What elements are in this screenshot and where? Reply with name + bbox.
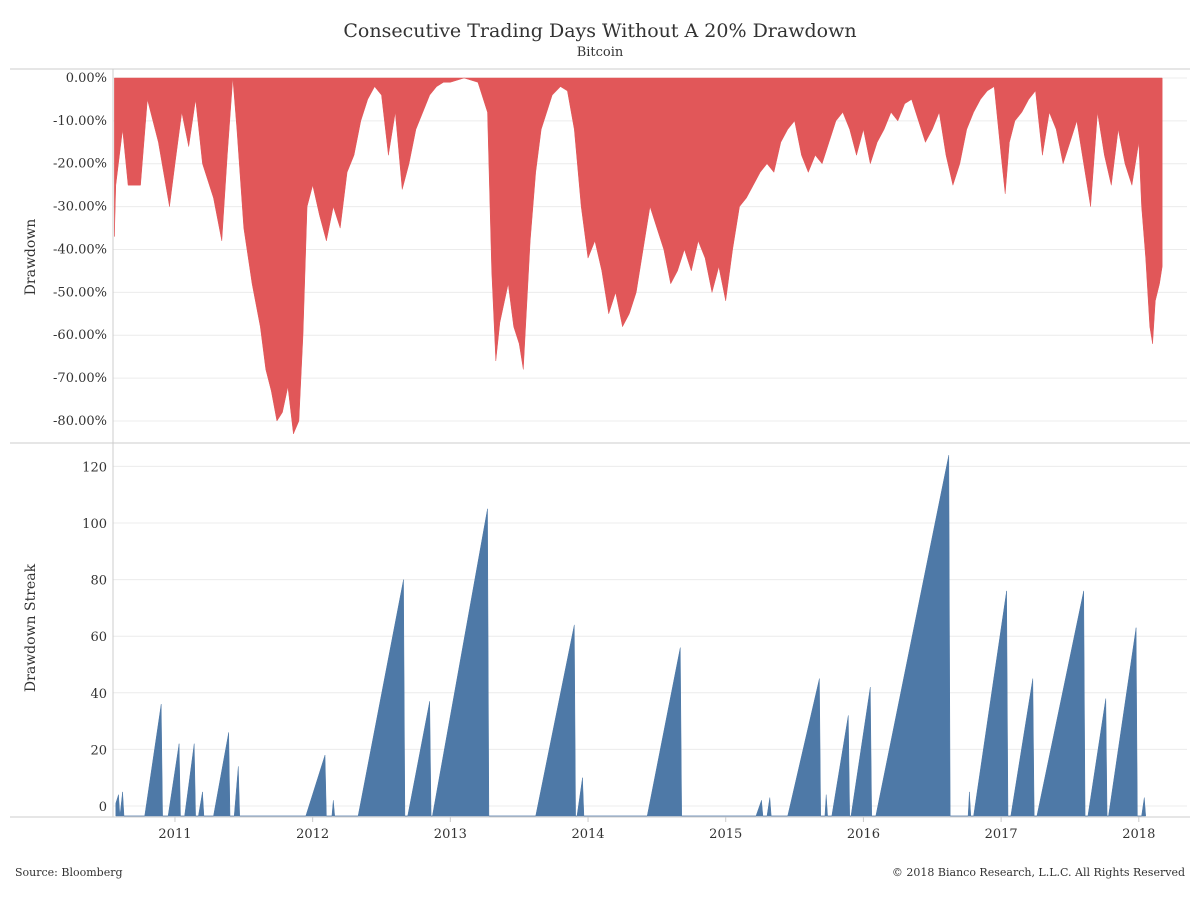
- y-tick-label: 20: [90, 743, 107, 758]
- y-tick-label: 80: [90, 574, 107, 589]
- drawdown-area-series: [114, 77, 1163, 435]
- y-tick-label: -70.00%: [53, 371, 107, 386]
- drawdown-y-axis-title: Drawdown: [23, 219, 39, 296]
- x-tick-label: 2018: [1122, 827, 1155, 842]
- drawdown-panel: 0.00% -10.00% -20.00% -30.00% -40.00% -50.00%…: [23, 71, 1187, 435]
- y-tick-label: 120: [82, 460, 107, 475]
- y-tick-label: -30.00%: [53, 200, 107, 215]
- x-tick-label: 2012: [296, 827, 329, 842]
- copyright-note: © 2018 Bianco Research, L.L.C. All Right…: [892, 866, 1185, 879]
- streak-y-ticks: 0 20 40 60 80 100 120: [82, 460, 107, 815]
- y-tick-label: -10.00%: [53, 114, 107, 129]
- streak-y-axis-title: Drawdown Streak: [23, 563, 39, 692]
- panel-borders: [10, 68, 1190, 818]
- x-tick-label: 2014: [571, 827, 604, 842]
- y-tick-label: -20.00%: [53, 157, 107, 172]
- y-tick-label: -80.00%: [53, 414, 107, 429]
- y-tick-label: -60.00%: [53, 328, 107, 343]
- streak-area-series: [115, 455, 1146, 817]
- chart-subtitle: Bitcoin: [577, 45, 624, 60]
- x-axis-ticks: 2011 2012 2013 2014 2015 2016 2017 2018: [158, 817, 1155, 842]
- y-tick-label: -50.00%: [53, 285, 107, 300]
- chart-title: Consecutive Trading Days Without A 20% D…: [343, 20, 856, 42]
- x-tick-label: 2013: [434, 827, 467, 842]
- x-tick-label: 2015: [709, 827, 742, 842]
- source-note: Source: Bloomberg: [15, 866, 123, 879]
- y-tick-label: 60: [90, 630, 107, 645]
- x-tick-label: 2017: [985, 827, 1018, 842]
- y-tick-label: -40.00%: [53, 242, 107, 257]
- y-tick-label: 40: [90, 687, 107, 702]
- x-tick-label: 2011: [158, 827, 191, 842]
- y-tick-label: 0.00%: [66, 71, 107, 86]
- y-tick-label: 0: [99, 800, 107, 815]
- x-tick-label: 2016: [847, 827, 880, 842]
- y-tick-label: 100: [82, 517, 107, 532]
- drawdown-y-ticks: 0.00% -10.00% -20.00% -30.00% -40.00% -50.00%…: [53, 71, 107, 429]
- streak-panel: 0 20 40 60 80 100 120 Drawdown Streak: [23, 455, 1187, 817]
